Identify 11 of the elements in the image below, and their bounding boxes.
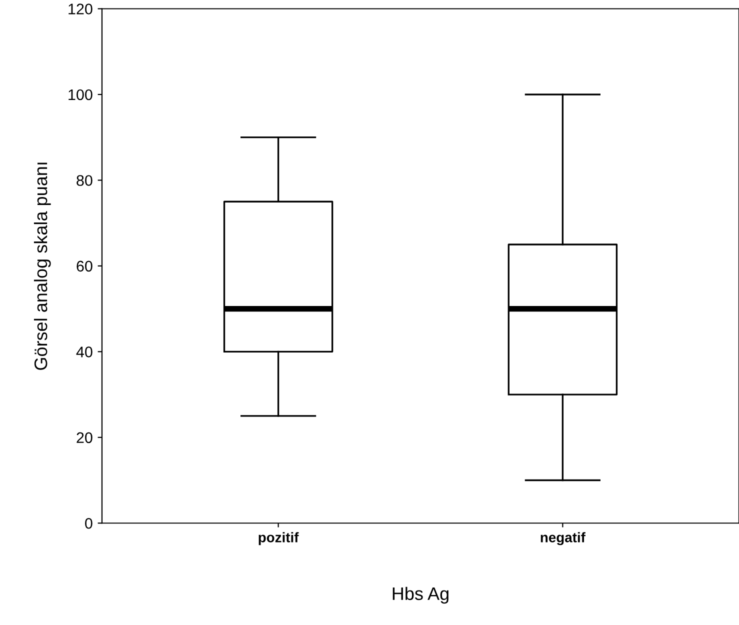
x-tick-label: negatif [540,532,586,546]
y-tick-label: 80 [76,175,92,186]
x-tick-label: pozitif [258,532,299,546]
y-tick-label: 40 [76,346,92,358]
y-tick-label: 100 [68,89,92,100]
y-tick-label: 0 [85,518,92,529]
x-axis-title: Hbs Ag [392,586,448,604]
y-tick-label: 120 [68,4,92,14]
y-axis-title: Görsel analog skala puanı [34,162,51,370]
y-tick-label: 60 [76,260,92,272]
y-tick-label: 20 [76,432,92,444]
